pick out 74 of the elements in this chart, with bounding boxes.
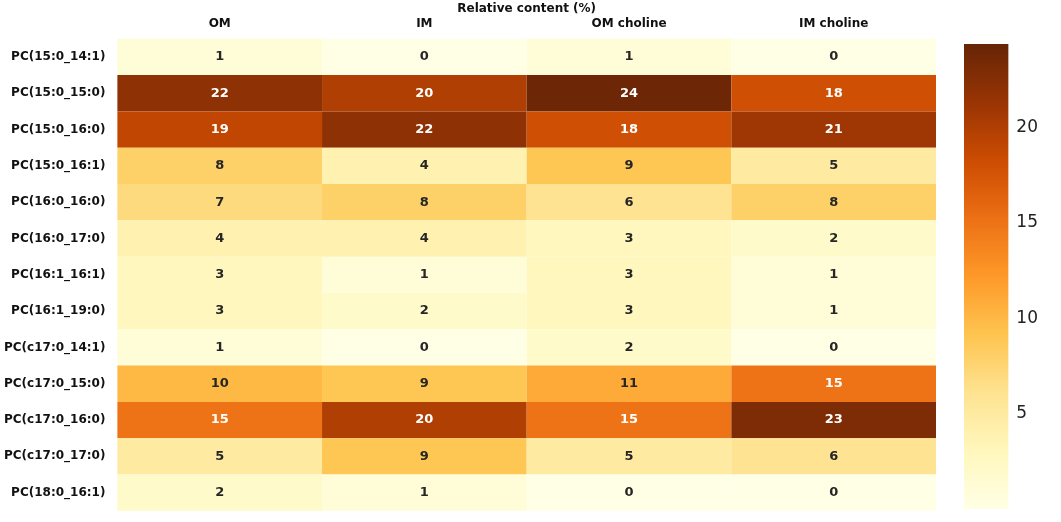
y-tick-label: PC(16:1_19:0) [11, 303, 106, 319]
x-tick-label: IM choline [798, 15, 869, 30]
data-label: 8 [419, 193, 429, 209]
y-tick-label: PC(c17:0_15:0) [3, 375, 106, 391]
data-label: 6 [624, 193, 634, 209]
data-label: 19 [210, 120, 229, 136]
data-label: 2 [215, 484, 225, 500]
data-label: 15 [824, 375, 843, 391]
y-tick-label: PC(18:0_16:1) [11, 484, 106, 500]
y-tick-label: PC(c17:0_16:0) [3, 412, 106, 428]
data-label: 0 [829, 48, 839, 64]
data-label: 6 [829, 447, 839, 463]
data-label: 20 [415, 411, 434, 427]
color-bar-label: 10 [1016, 306, 1039, 327]
y-tick-label: PC(c17:0_14:1) [3, 339, 106, 355]
y-tick-label: PC(15:0_16:1) [11, 158, 106, 173]
y-tick-label: PC(16:1_16:1) [11, 266, 106, 282]
y-tick-label: PC(15:0_16:0) [11, 121, 106, 137]
data-label: 22 [415, 120, 434, 136]
data-label: 10 [210, 375, 229, 391]
data-label: 18 [619, 120, 639, 136]
data-label: 8 [829, 193, 839, 209]
data-label: 1 [215, 48, 225, 64]
data-label: 5 [215, 447, 225, 463]
data-label: 1 [419, 266, 429, 282]
data-label: 2 [624, 338, 634, 354]
color-bar-label: 15 [1016, 211, 1039, 232]
x-tick-label: IM [416, 15, 433, 30]
data-label: 3 [215, 266, 225, 282]
data-label: 5 [624, 447, 634, 463]
color-bar-label: 20 [1016, 116, 1039, 137]
x-tick-label: OM [208, 15, 231, 30]
x-axis-title: Relative content (%) [457, 1, 597, 16]
data-label: 24 [619, 84, 639, 100]
data-label: 11 [619, 375, 639, 391]
data-label: 1 [829, 266, 839, 282]
data-label: 2 [829, 229, 839, 245]
data-label: 1 [215, 338, 225, 354]
data-label: 1 [419, 484, 429, 500]
data-label: 1 [829, 302, 839, 318]
data-label: 9 [624, 157, 634, 173]
data-label: 22 [210, 84, 229, 100]
data-label: 8 [215, 157, 225, 173]
data-label: 23 [824, 411, 843, 427]
data-label: 4 [419, 157, 429, 173]
data-label: 18 [824, 84, 843, 100]
y-tick-label: PC(15:0_14:1) [11, 49, 106, 65]
data-label: 0 [829, 338, 839, 354]
data-label: 3 [624, 302, 634, 318]
y-tick-label: PC(c17:0_17:0) [3, 448, 106, 464]
data-label: 3 [624, 266, 634, 282]
data-label: 0 [624, 484, 634, 500]
data-label: 4 [419, 229, 429, 245]
data-label: 1 [624, 48, 634, 64]
data-label: 9 [419, 447, 429, 463]
data-label: 7 [215, 193, 225, 209]
data-label: 21 [824, 120, 843, 136]
data-label: 20 [415, 84, 434, 100]
color-bar-label: 5 [1016, 401, 1028, 422]
data-label: 0 [419, 48, 429, 64]
data-label: 0 [419, 338, 429, 354]
data-label: 15 [210, 411, 229, 427]
x-tick-label: OM choline [591, 15, 667, 30]
y-tick-label: PC(16:0_17:0) [11, 230, 106, 246]
data-label: 3 [215, 302, 225, 318]
data-label: 0 [829, 484, 839, 500]
data-label: 4 [215, 229, 225, 245]
data-label: 9 [419, 375, 429, 391]
y-tick-label: PC(16:0_16:0) [11, 194, 106, 210]
data-label: 5 [829, 157, 839, 173]
data-label: 2 [419, 302, 429, 318]
y-tick-label: PC(15:0_15:0) [11, 85, 106, 101]
data-label: 3 [624, 229, 634, 245]
data-label: 15 [619, 411, 639, 427]
